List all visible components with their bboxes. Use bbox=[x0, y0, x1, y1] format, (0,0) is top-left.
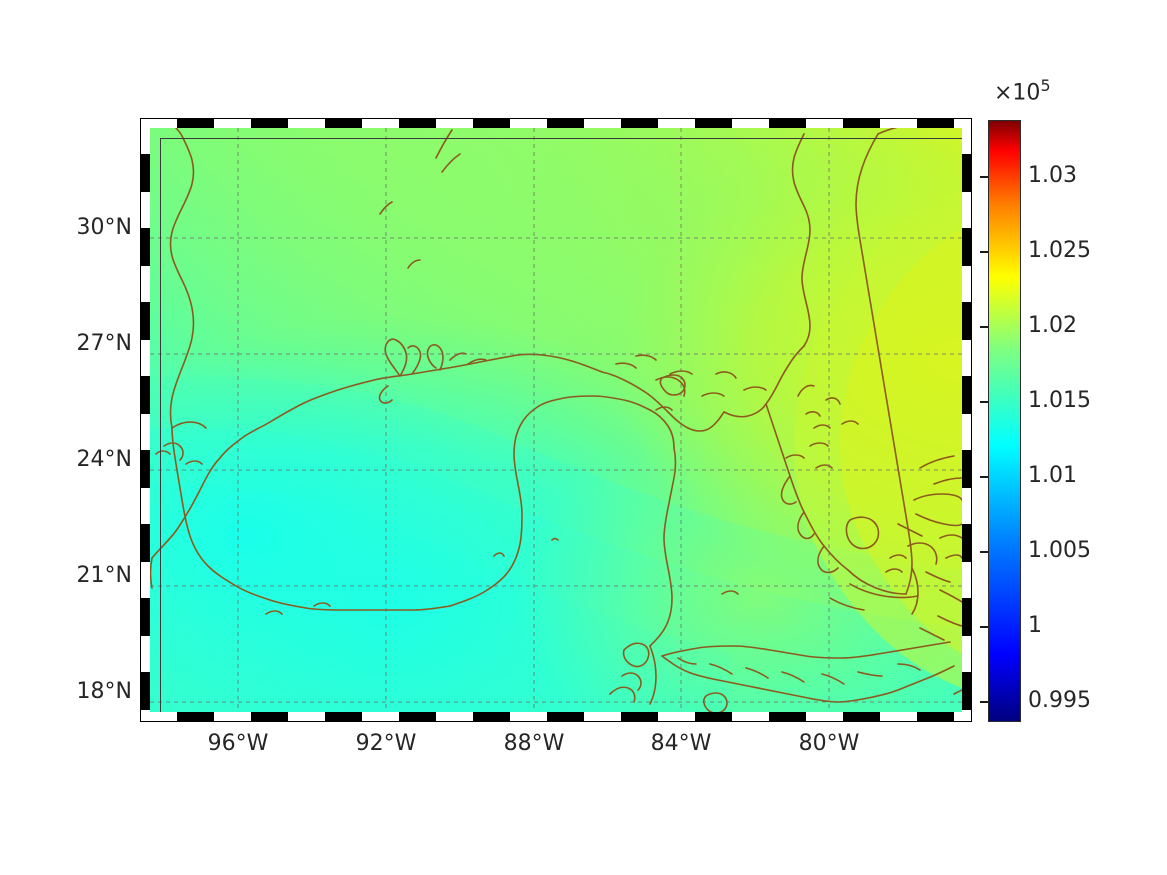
ytick-label-24n: 24°N bbox=[76, 447, 132, 472]
colorbar-tickmark bbox=[980, 701, 988, 703]
ytick-label-18n: 18°N bbox=[76, 679, 132, 704]
pressure-field bbox=[150, 128, 962, 712]
colorbar-label-1-03: 1.03 bbox=[1028, 163, 1077, 188]
colorbar-label-1-015: 1.015 bbox=[1028, 388, 1091, 413]
xtick-label-84w: 84°W bbox=[650, 731, 712, 756]
colorbar-exponent-mantissa: ×10 bbox=[994, 80, 1041, 106]
colorbar-tickmark bbox=[980, 551, 988, 553]
map-axes[interactable] bbox=[140, 118, 972, 722]
colorbar-label-1: 1 bbox=[1028, 613, 1042, 638]
map-frame-left bbox=[140, 118, 150, 722]
xtick-label-92w: 92°W bbox=[355, 731, 417, 756]
xtick-label-88w: 88°W bbox=[503, 731, 565, 756]
colorbar-label-1-02: 1.02 bbox=[1028, 313, 1077, 338]
colorbar-tickmark bbox=[980, 326, 988, 328]
colorbar-exponent-power: 5 bbox=[1040, 76, 1051, 95]
ytick-label-21n: 21°N bbox=[76, 563, 132, 588]
ytick-label-27n: 27°N bbox=[76, 331, 132, 356]
map-plot-area[interactable] bbox=[150, 128, 962, 712]
colorbar-tickmark bbox=[980, 251, 988, 253]
ytick-label-30n: 30°N bbox=[76, 215, 132, 240]
colorbar-label-1-025: 1.025 bbox=[1028, 238, 1091, 263]
colorbar-tickmark bbox=[980, 176, 988, 178]
colorbar-label-1-01: 1.01 bbox=[1028, 463, 1077, 488]
xtick-label-96w: 96°W bbox=[207, 731, 269, 756]
map-frame-bottom bbox=[140, 712, 972, 722]
map-frame-right bbox=[962, 118, 972, 722]
colorbar-tickmark bbox=[980, 401, 988, 403]
colorbar-label-1-005: 1.005 bbox=[1028, 538, 1091, 563]
colorbar-label-0-995: 0.995 bbox=[1028, 688, 1091, 713]
colorbar[interactable]: 1.03 1.025 1.02 1.015 1.01 1.005 1 0.995 bbox=[980, 120, 1091, 722]
colorbar-exponent-label: ×105 bbox=[994, 78, 1051, 104]
colorbar-tickmark bbox=[980, 476, 988, 478]
map-frame-top bbox=[140, 118, 972, 128]
coastline-overlay bbox=[150, 128, 962, 712]
colorbar-gradient[interactable] bbox=[988, 120, 1021, 722]
xtick-label-80w: 80°W bbox=[798, 731, 860, 756]
colorbar-tickmark bbox=[980, 626, 988, 628]
